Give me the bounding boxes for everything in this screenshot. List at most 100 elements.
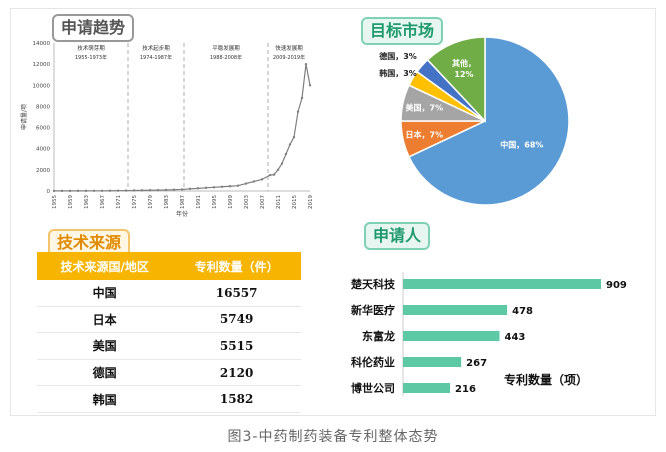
trend-title: 申请趋势 — [52, 14, 135, 42]
table-row: 德国 2120 — [37, 359, 301, 387]
table-cell-count: 5749 — [172, 306, 301, 334]
source-table: 技术来源国/地区 专利数量（件） 中国 16557 日本 5749 美国 551… — [37, 252, 301, 413]
trend-point — [156, 188, 160, 192]
trend-point — [148, 189, 152, 192]
figure-frame — [10, 8, 656, 416]
trend-y-tick-label: 12000 — [33, 62, 51, 68]
table-header-row: 技术来源国/地区 专利数量（件） — [37, 252, 301, 280]
bar-value-label: 478 — [512, 306, 533, 317]
trend-phase-name: 快速发展期 — [275, 44, 303, 52]
trend-x-tick-label: 1959 — [68, 195, 74, 209]
trend-point — [212, 186, 216, 189]
trend-y-tick-label: 6000 — [36, 126, 50, 132]
trend-point — [180, 188, 184, 191]
bar-value-label: 216 — [455, 384, 476, 395]
applicants-title: 申请人 — [364, 222, 431, 250]
table-row: 中国 16557 — [37, 280, 301, 307]
table-cell-region: 韩国 — [37, 385, 173, 413]
trend-point — [132, 189, 136, 192]
trend-point — [244, 182, 248, 185]
bar — [403, 357, 462, 367]
trend-point — [188, 187, 192, 191]
trend-y-tick-label: 4000 — [36, 147, 50, 153]
bar — [403, 331, 500, 341]
trend-point — [252, 180, 256, 183]
trend-point — [116, 189, 120, 192]
trend-y-tick-label: 8000 — [36, 104, 50, 110]
trend-point — [228, 185, 232, 188]
trend-point — [268, 173, 272, 177]
bar — [403, 279, 601, 289]
figure-caption: 图3-中药制药装备专利整体态势 — [227, 429, 439, 445]
market-title: 目标市场 — [361, 17, 444, 45]
bar-category-label: 博世公司 — [351, 381, 395, 395]
table-cell-count: 2120 — [172, 359, 301, 387]
pie-slice-label: 韩国，3% — [379, 68, 417, 78]
trend-phase-name: 技术萌芽期 — [77, 44, 105, 52]
trend-phase-range: 2009-2019年 — [273, 54, 305, 61]
table-cell-region: 美国 — [37, 332, 173, 360]
trend-x-tick-label: 1967 — [100, 195, 106, 209]
trend-point — [280, 162, 284, 165]
trend-y-tick-label: 0 — [47, 189, 51, 195]
bar — [403, 383, 451, 393]
bar-category-label: 科伦药业 — [351, 355, 395, 369]
table-cell-count: 16557 — [172, 280, 301, 307]
trend-point — [84, 189, 88, 193]
trend-x-tick-label: 1995 — [212, 195, 218, 209]
trend-x-tick-label: 1991 — [196, 195, 202, 209]
trend-x-tick-label: 1963 — [84, 195, 90, 209]
bar-axis-label: 专利数量（项） — [504, 372, 588, 387]
trend-point — [76, 189, 80, 193]
trend-point — [260, 178, 264, 181]
trend-point — [204, 186, 208, 190]
trend-y-tick-label: 14000 — [33, 41, 51, 47]
trend-x-tick-label: 2011 — [276, 195, 282, 209]
trend-point — [300, 96, 304, 100]
trend-point — [140, 189, 144, 192]
trend-point — [60, 189, 64, 193]
pie-slice — [407, 36, 570, 206]
table-row: 美国 5515 — [37, 332, 301, 360]
trend-x-tick-label: 2003 — [244, 195, 250, 209]
pie-slice-label: 中国，68% — [500, 139, 543, 149]
bar-category-label: 东富龙 — [362, 329, 395, 343]
trend-phase-name: 平稳发展期 — [212, 44, 240, 52]
trend-point — [276, 168, 280, 172]
trend-x-tick-label: 2015 — [292, 195, 298, 209]
trend-point — [92, 189, 96, 192]
trend-x-tick-label: 1971 — [116, 195, 122, 209]
trend-x-tick-label: 2019 — [308, 195, 314, 209]
table-cell-count: 1582 — [172, 385, 301, 413]
trend-point — [68, 189, 72, 193]
pie-slice-label: 日本，7% — [406, 130, 444, 140]
trend-point — [308, 84, 312, 87]
trend-x-tick-label: 1955 — [52, 195, 58, 209]
trend-x-axis-label: 年份 — [176, 210, 188, 218]
trend-x-tick-label: 1979 — [148, 195, 154, 209]
bar-value-label: 909 — [606, 280, 627, 291]
trend-x-tick-label: 2007 — [260, 195, 266, 209]
trend-series-line — [54, 64, 311, 192]
trend-point — [236, 184, 240, 187]
bar-value-label: 267 — [466, 358, 487, 369]
table-cell-region: 中国 — [37, 280, 173, 307]
trend-point — [288, 143, 292, 146]
trend-point — [304, 62, 308, 66]
pie-slice — [426, 36, 486, 123]
trend-phase-range: 1988-2008年 — [210, 54, 242, 61]
table-cell-region: 日本 — [37, 306, 173, 334]
trend-point — [220, 185, 224, 188]
trend-point — [284, 152, 288, 156]
trend-point — [196, 187, 200, 190]
trend-point — [108, 189, 112, 192]
bar-category-label: 新华医疗 — [351, 303, 395, 317]
trend-point — [100, 189, 104, 192]
trend-y-tick-label: 2000 — [36, 168, 50, 174]
trend-phase-range: 1955-1973年 — [75, 54, 107, 61]
pie-slice-value: 12% — [454, 70, 473, 79]
table-row: 日本 5749 — [37, 306, 301, 334]
trend-point — [52, 189, 56, 193]
